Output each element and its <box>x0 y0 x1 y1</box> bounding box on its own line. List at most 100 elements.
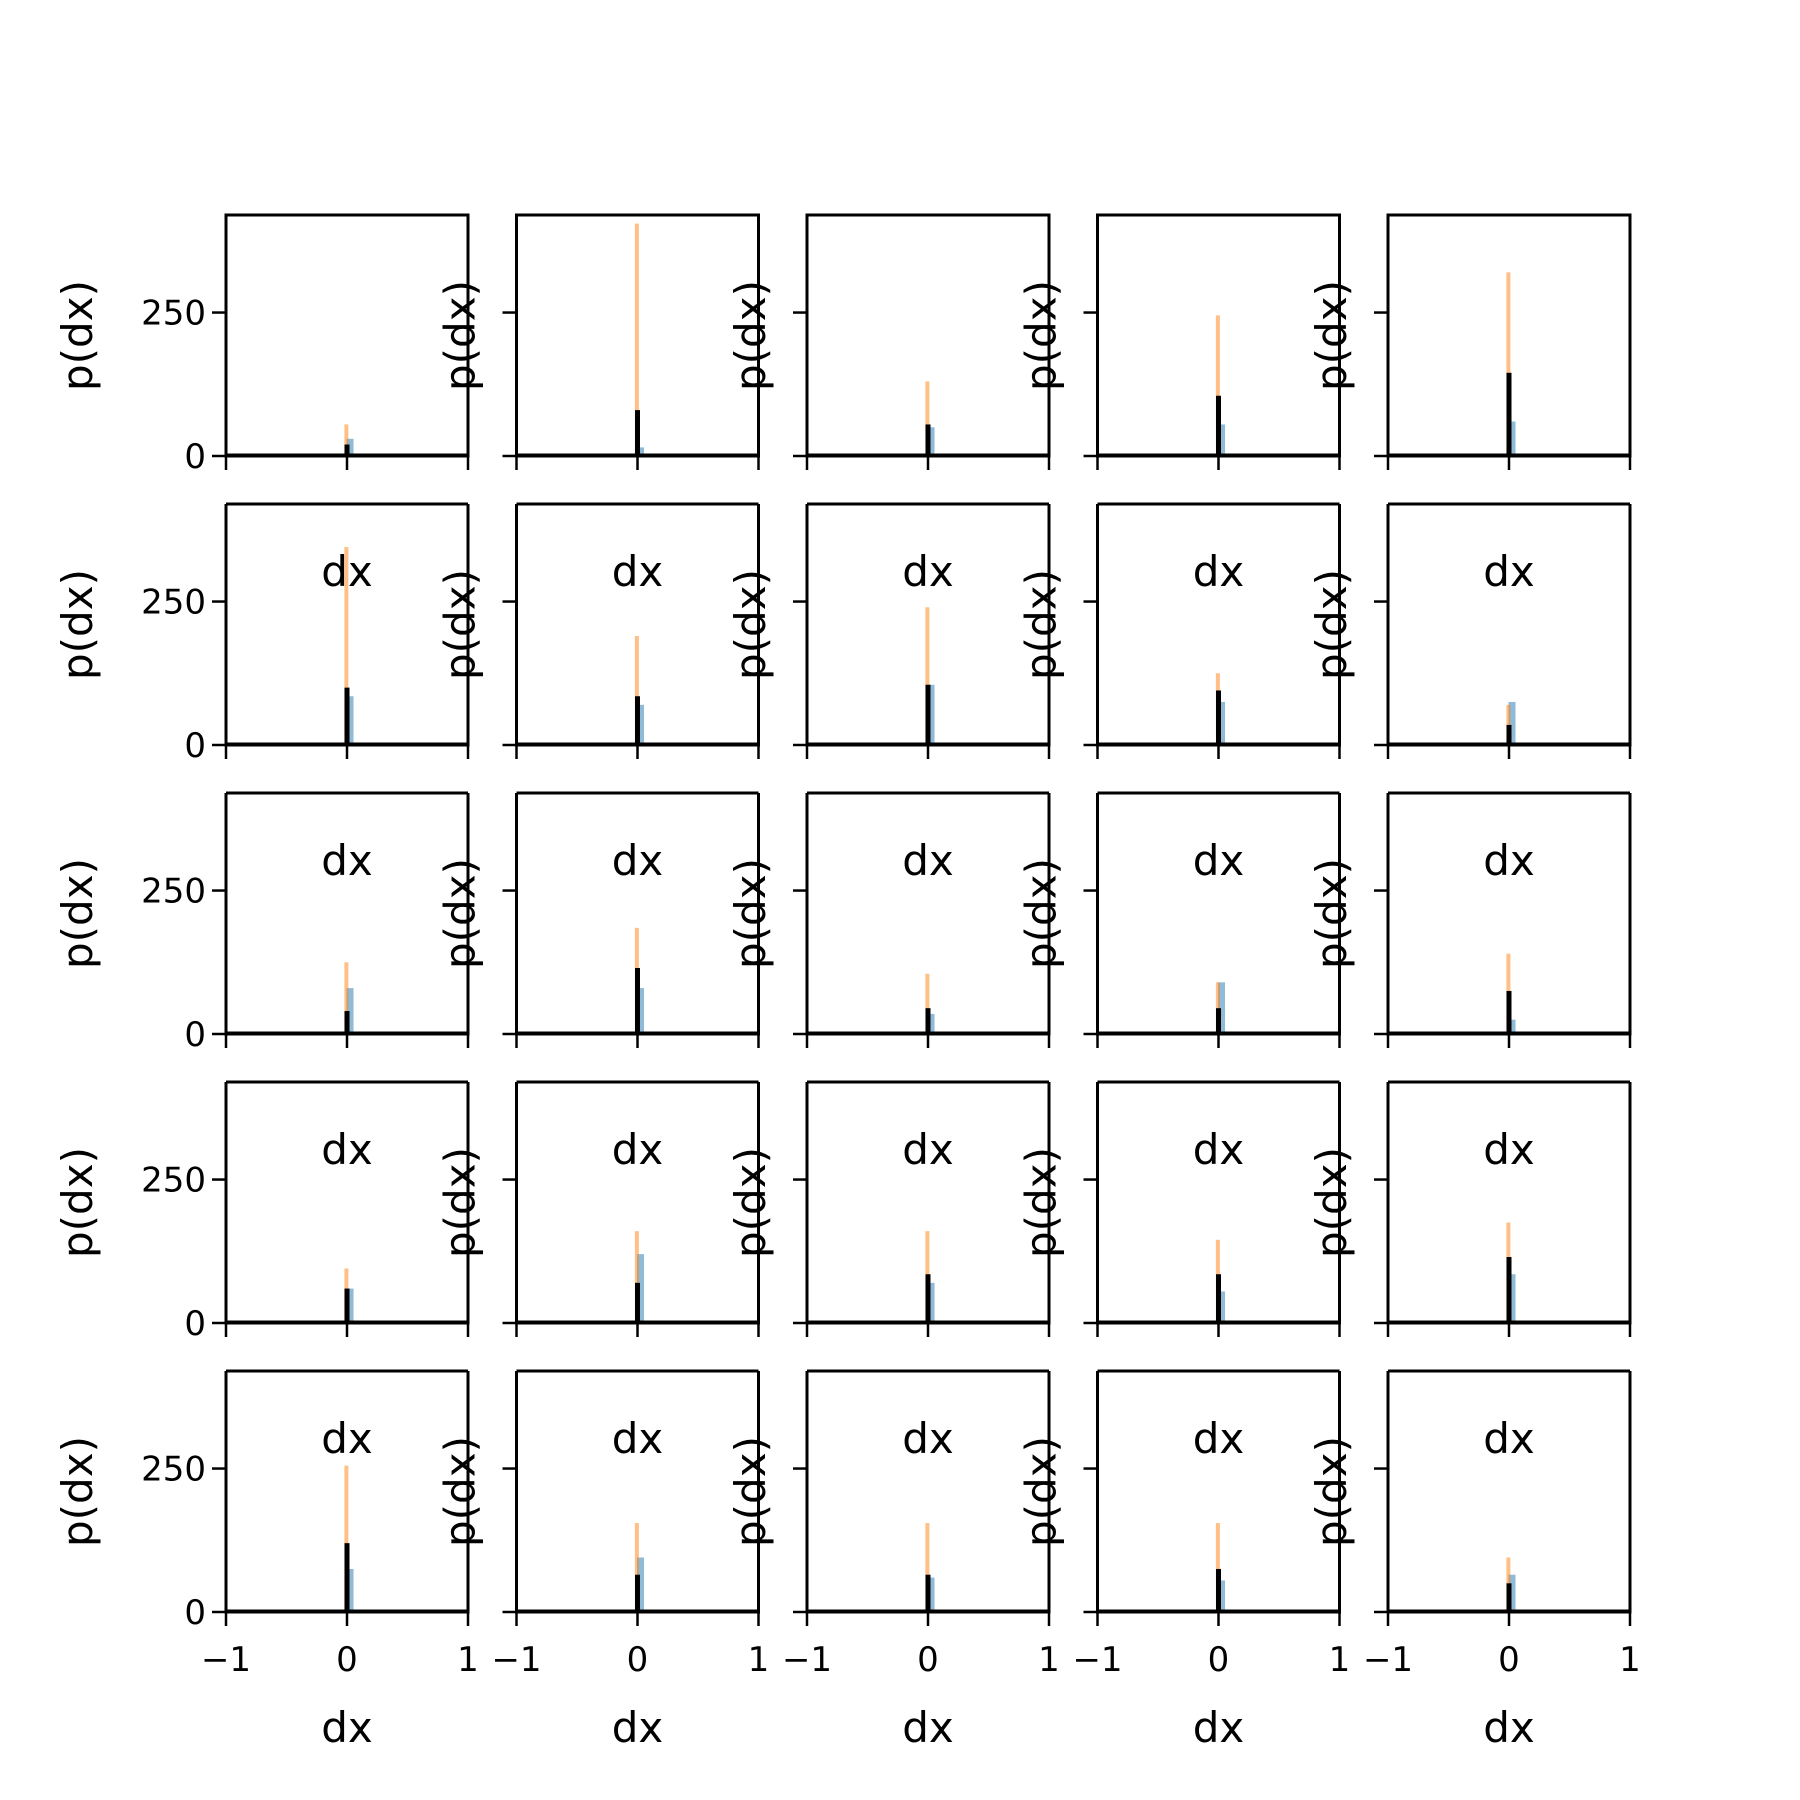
hist-bar-series-1 <box>637 1254 645 1323</box>
y-axis-label: p(dx) <box>436 858 485 969</box>
y-axis-label: p(dx) <box>436 280 485 391</box>
y-tick-label: 250 <box>141 583 206 623</box>
x-axis-label: dx <box>902 1703 954 1752</box>
y-axis-label: p(dx) <box>1017 858 1066 969</box>
hist-bar-series-1 <box>637 1557 645 1612</box>
x-tick-label: 1 <box>1619 1640 1641 1680</box>
hist-bar-series-3 <box>635 1574 640 1612</box>
hist-bar-series-1 <box>346 1568 354 1612</box>
hist-bar-series-3 <box>635 410 640 456</box>
y-axis-label: p(dx) <box>726 280 775 391</box>
x-axis-label: dx <box>612 836 664 885</box>
y-tick-label: 0 <box>184 1593 206 1633</box>
subplot-r2-c5: dx p(dx) <box>1307 502 1632 885</box>
hist-bar-series-2 <box>1215 1523 1220 1612</box>
subplot-r3-c5: dx p(dx) <box>1307 791 1632 1174</box>
hist-bar-series-1 <box>1508 1574 1516 1612</box>
hist-bar-series-1 <box>637 988 645 1034</box>
hist-bar-series-3 <box>1506 990 1512 1034</box>
hist-bar-series-2 <box>1215 315 1220 456</box>
hist-bar-series-2 <box>925 381 930 456</box>
hist-bar-series-3 <box>925 1274 931 1323</box>
label-clip-mask <box>504 496 771 504</box>
y-axis-label: p(dx) <box>436 569 485 680</box>
subplot-r4-c1: 0 250 dx p(dx) <box>53 1080 470 1463</box>
x-axis-label: dx <box>321 1703 373 1752</box>
hist-bar-series-2 <box>925 1523 930 1612</box>
subplot-r3-c2: dx p(dx) <box>436 791 760 1174</box>
x-axis-label: dx <box>612 1414 664 1463</box>
y-tick-label: 0 <box>184 726 206 766</box>
y-axis-label: p(dx) <box>53 1436 102 1547</box>
x-axis-label: dx <box>1193 547 1245 596</box>
y-axis-label: p(dx) <box>53 280 102 391</box>
hist-bar-series-3 <box>1216 690 1221 745</box>
y-tick-label: 0 <box>184 1304 206 1344</box>
subplot-r5-c1: −1 0 1 0 250 dx p(dx) <box>53 1369 479 1752</box>
hist-bar-series-3 <box>925 1574 931 1612</box>
x-axis-label: dx <box>1193 1125 1245 1174</box>
hist-bar-series-3 <box>344 1288 350 1323</box>
label-clip-mask <box>795 496 1061 504</box>
subplot-r4-c4: dx p(dx) <box>1017 1080 1341 1463</box>
hist-bar-series-2 <box>344 1465 349 1612</box>
x-axis-label: dx <box>321 836 373 885</box>
hist-bar-series-1 <box>1218 982 1226 1034</box>
subplot-r2-c2: dx p(dx) <box>436 502 760 885</box>
hist-bar-series-3 <box>344 444 350 456</box>
subplot-r3-c3: dx p(dx) <box>726 791 1051 1174</box>
x-tick-label: 0 <box>1208 1640 1230 1680</box>
label-clip-mask <box>214 1074 480 1082</box>
x-axis-label: dx <box>902 1414 954 1463</box>
hist-bar-series-1 <box>1508 1274 1516 1323</box>
hist-bar-series-3 <box>344 1011 350 1034</box>
hist-bar-series-3 <box>1216 1568 1221 1612</box>
x-tick-label: 1 <box>1038 1640 1060 1680</box>
x-tick-label: −1 <box>201 1640 251 1680</box>
label-clip-mask <box>214 496 480 504</box>
hist-bar-series-1 <box>346 438 354 456</box>
subplot-r4-c3: dx p(dx) <box>726 1080 1051 1463</box>
hist-bar-series-3 <box>1506 724 1512 745</box>
subplot-r1-c5: dx p(dx) <box>1307 213 1632 596</box>
hist-bar-series-1 <box>346 1288 354 1323</box>
hist-bar-series-3 <box>635 1282 640 1323</box>
x-axis-label: dx <box>321 1125 373 1174</box>
hist-bar-series-1 <box>346 696 354 745</box>
hist-bar-series-3 <box>635 696 640 745</box>
hist-bar-series-1 <box>1218 424 1226 456</box>
hist-bar-series-3 <box>1506 372 1512 456</box>
x-axis-label: dx <box>612 1703 664 1752</box>
label-clip-mask <box>1376 1363 1642 1371</box>
hist-bar-series-2 <box>634 223 639 456</box>
subplot-r3-c1: 0 250 dx p(dx) <box>53 791 470 1174</box>
y-axis-label: p(dx) <box>1307 1436 1356 1547</box>
subplot-r2-c4: dx p(dx) <box>1017 502 1341 885</box>
label-clip-mask <box>504 1363 771 1371</box>
y-tick-label: 250 <box>141 294 206 334</box>
hist-bar-series-3 <box>635 968 640 1034</box>
subplot-r5-c3: −1 0 1 dx p(dx) <box>726 1369 1060 1752</box>
y-axis-label: p(dx) <box>53 1147 102 1258</box>
y-axis-label: p(dx) <box>1017 569 1066 680</box>
hist-bar-series-2 <box>344 962 349 1034</box>
subplot-r5-c4: −1 0 1 dx p(dx) <box>1017 1369 1351 1752</box>
x-tick-label: 0 <box>627 1640 649 1680</box>
x-tick-label: −1 <box>491 1640 541 1680</box>
axes-frame <box>224 213 470 458</box>
x-tick-label: 1 <box>1329 1640 1351 1680</box>
subplot-r3-c4: dx p(dx) <box>1017 791 1341 1174</box>
hist-bar-series-3 <box>925 424 931 456</box>
hist-bar-series-1 <box>1508 421 1516 456</box>
x-tick-label: 0 <box>336 1640 358 1680</box>
y-axis-label: p(dx) <box>726 858 775 969</box>
label-clip-mask <box>1085 1074 1352 1082</box>
x-axis-label: dx <box>1483 836 1535 885</box>
x-axis-label: dx <box>1483 1703 1535 1752</box>
subplot-r1-c3: dx p(dx) <box>726 213 1051 596</box>
x-axis-label: dx <box>902 836 954 885</box>
hist-bar-series-1 <box>1218 1580 1226 1612</box>
hist-bar-series-1 <box>1218 1291 1226 1323</box>
x-tick-label: −1 <box>1072 1640 1122 1680</box>
